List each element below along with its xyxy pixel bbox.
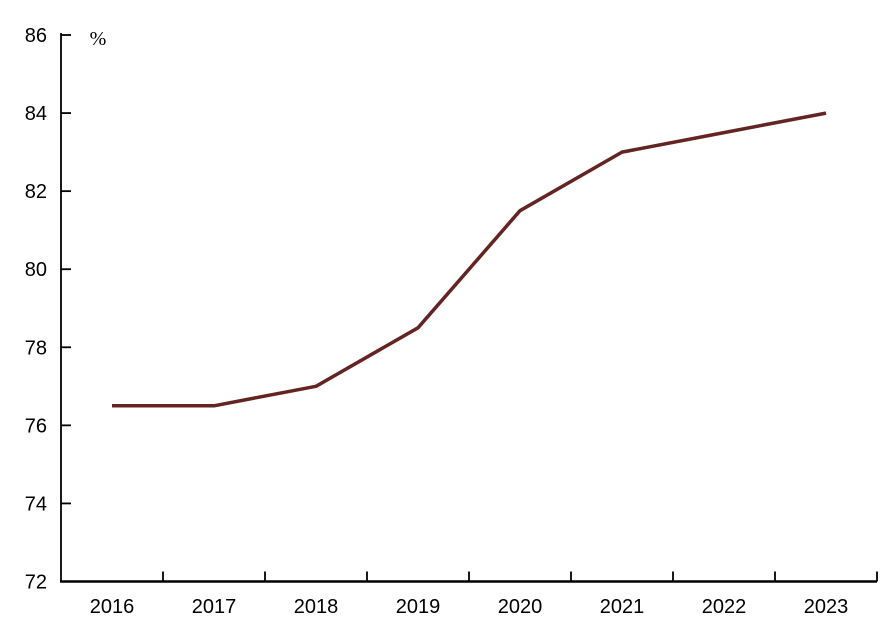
x-tick-label: 2019 bbox=[396, 596, 441, 618]
y-tick-label: 80 bbox=[25, 259, 47, 281]
y-tick-label: 82 bbox=[25, 181, 47, 203]
x-tick-label: 2016 bbox=[90, 596, 135, 618]
y-tick-label: 86 bbox=[25, 25, 47, 47]
y-tick-label: 84 bbox=[25, 103, 47, 125]
y-tick-label: 74 bbox=[25, 493, 47, 515]
x-tick-label: 2017 bbox=[192, 596, 237, 618]
x-tick-label: 2022 bbox=[702, 596, 747, 618]
x-tick-label: 2021 bbox=[600, 596, 645, 618]
y-tick-label: 78 bbox=[25, 337, 47, 359]
x-tick-label: 2020 bbox=[498, 596, 543, 618]
y-tick-label: 76 bbox=[25, 415, 47, 437]
x-tick-label: 2023 bbox=[804, 596, 849, 618]
y-axis-unit-label: % bbox=[90, 28, 107, 50]
x-tick-label: 2018 bbox=[294, 596, 339, 618]
data-line bbox=[112, 111, 827, 408]
y-tick-label: 72 bbox=[25, 572, 47, 594]
